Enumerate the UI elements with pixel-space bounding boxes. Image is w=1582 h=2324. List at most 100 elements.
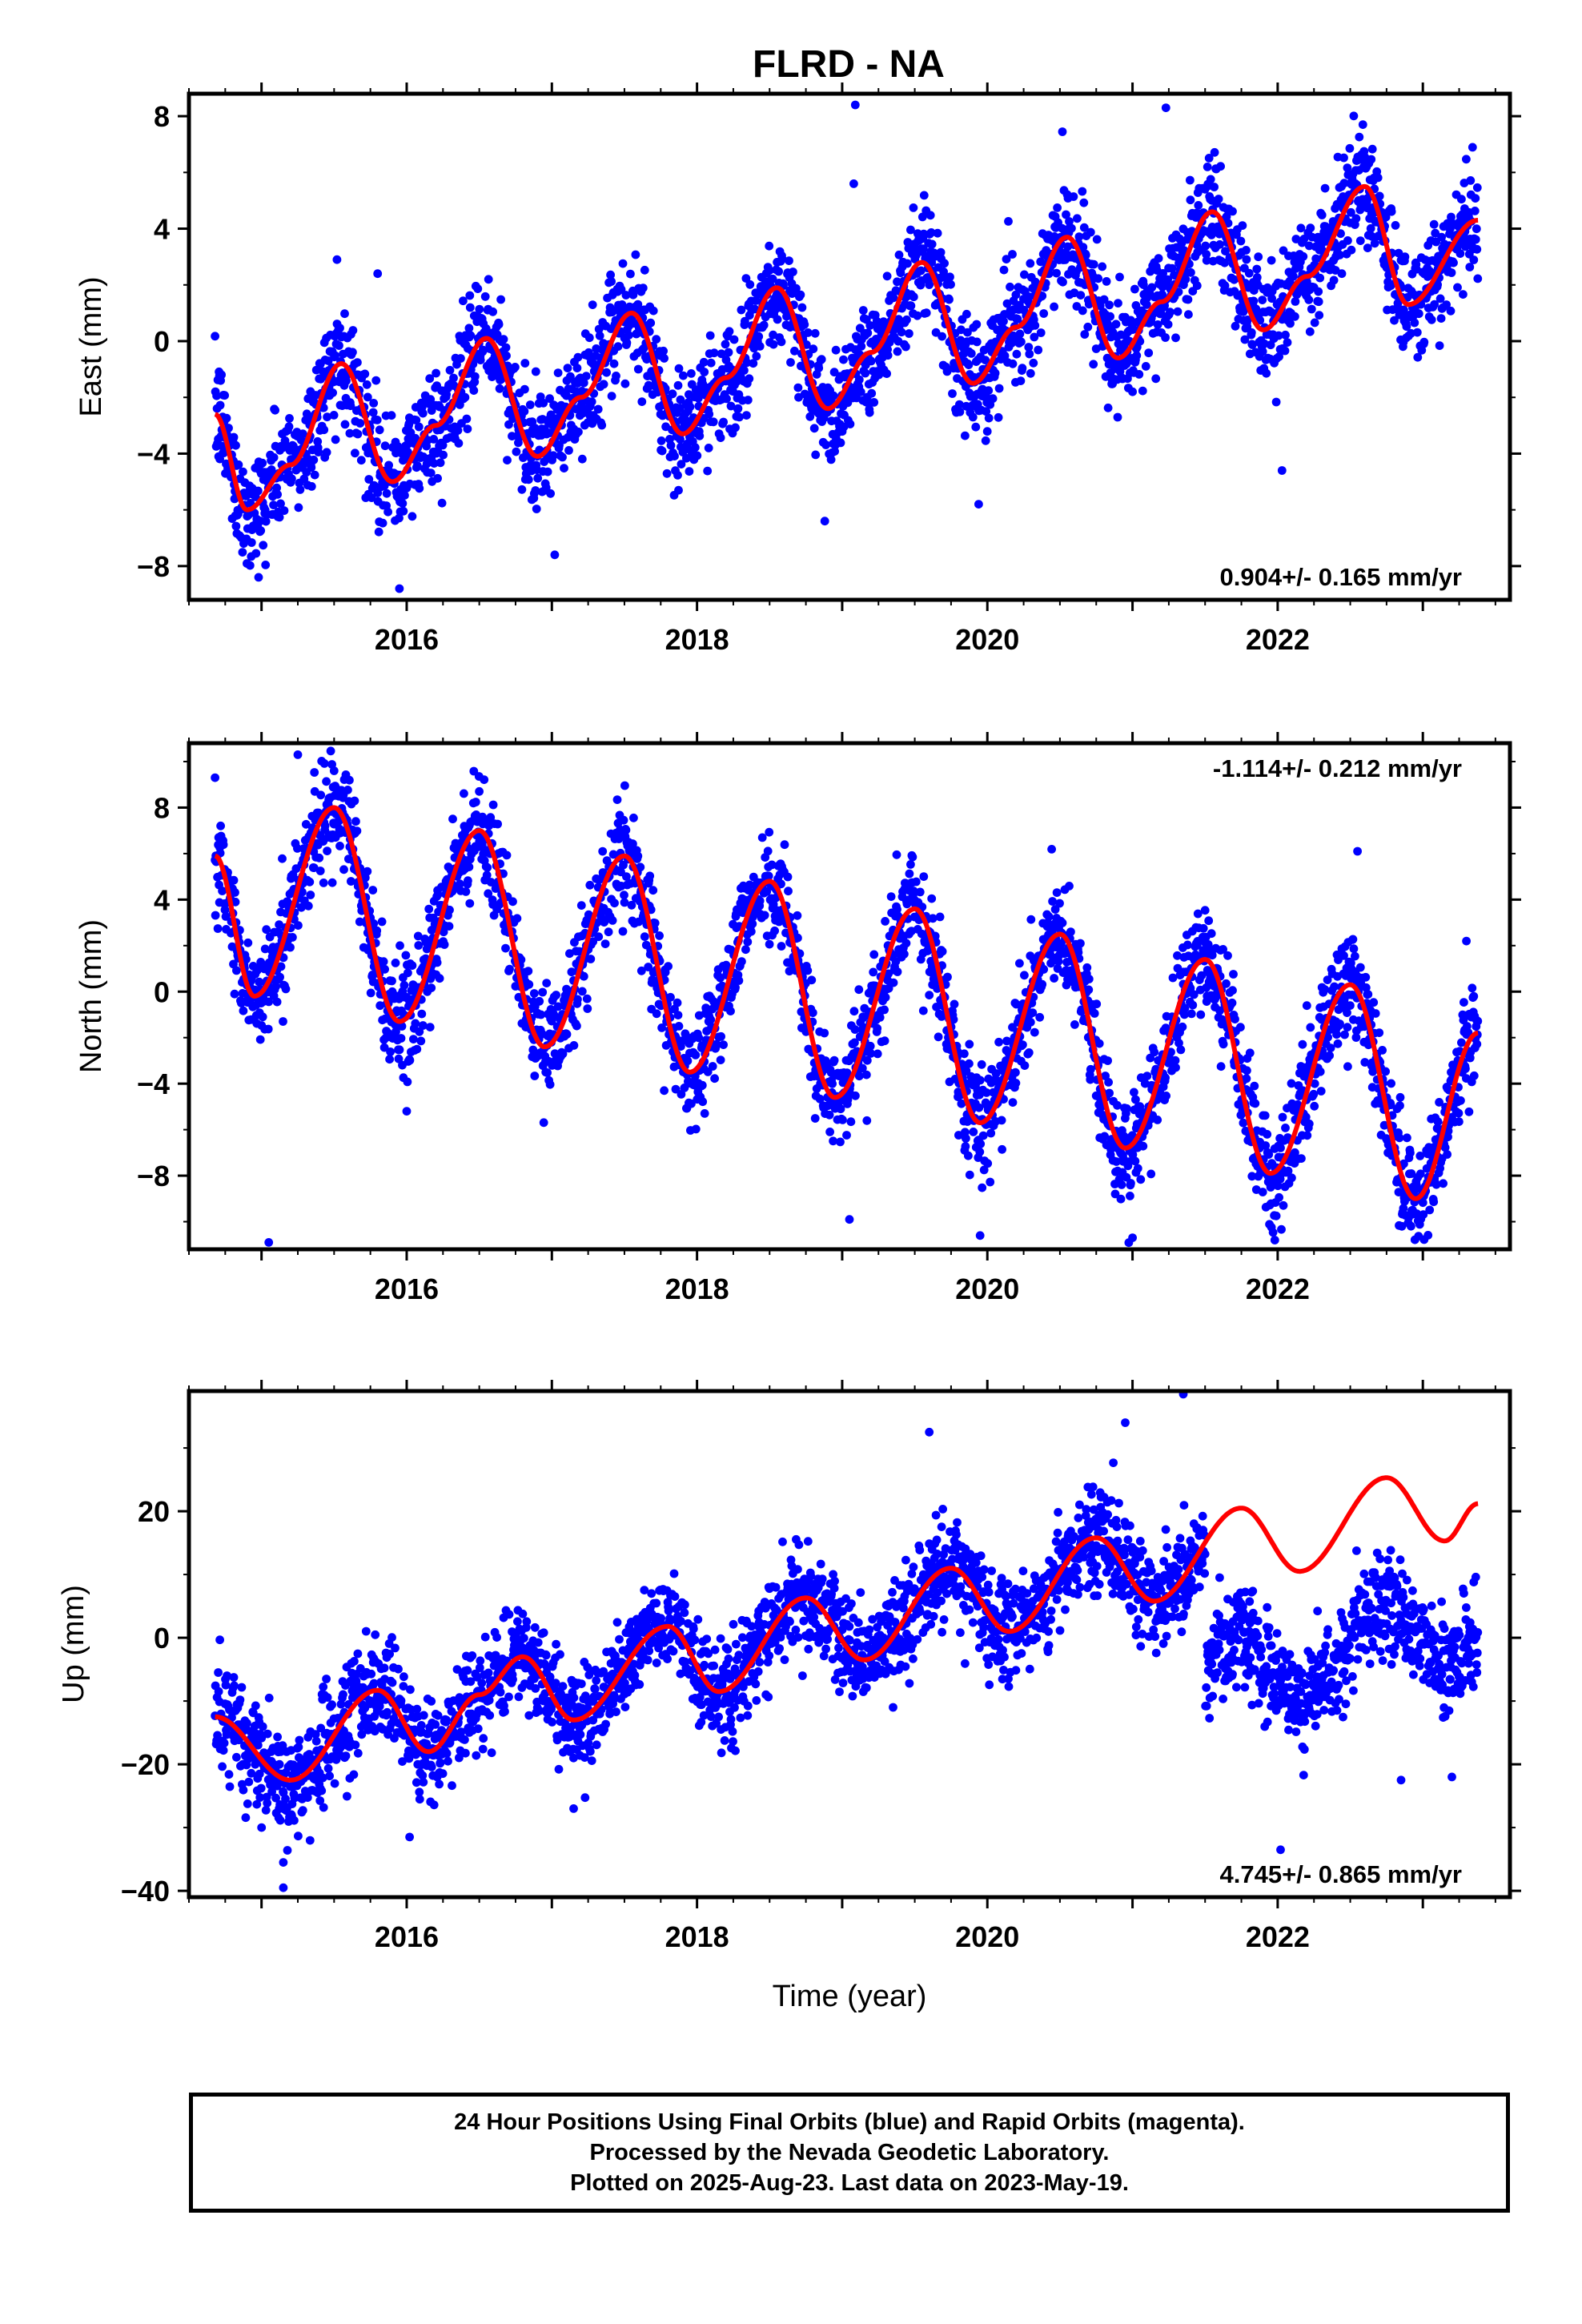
- data-point: [1026, 368, 1035, 378]
- data-point: [574, 427, 583, 436]
- data-point: [577, 454, 587, 464]
- outlier-point: [373, 269, 383, 279]
- data-point: [297, 903, 306, 912]
- data-point: [1412, 328, 1422, 337]
- data-point: [1132, 351, 1142, 360]
- data-point: [770, 926, 779, 935]
- data-point: [999, 316, 1008, 326]
- data-point: [374, 527, 383, 537]
- data-point: [435, 974, 444, 983]
- data-point: [1449, 258, 1458, 267]
- data-point: [1203, 163, 1212, 171]
- data-point: [371, 376, 381, 385]
- data-point: [335, 341, 343, 350]
- data-point: [768, 274, 777, 283]
- data-point: [927, 239, 937, 249]
- data-point: [1339, 179, 1349, 188]
- data-point: [1081, 251, 1090, 259]
- data-point: [414, 941, 424, 950]
- data-point: [1220, 281, 1230, 291]
- data-point: [445, 365, 455, 375]
- data-point: [306, 891, 315, 899]
- scatter-points: [211, 746, 1483, 1248]
- data-point: [512, 447, 521, 456]
- data-point: [319, 759, 329, 768]
- data-point: [391, 959, 400, 967]
- data-point: [232, 966, 241, 975]
- data-point: [1052, 888, 1062, 897]
- data-point: [978, 1183, 987, 1192]
- data-point: [1305, 327, 1315, 336]
- data-point: [538, 987, 548, 997]
- data-point: [309, 455, 319, 464]
- data-point: [1111, 320, 1121, 329]
- data-point: [1437, 232, 1446, 242]
- data-point: [1026, 259, 1035, 268]
- data-point: [426, 468, 436, 477]
- data-point: [1471, 194, 1480, 203]
- data-point: [1289, 271, 1298, 281]
- data-point: [1171, 333, 1180, 343]
- data-point: [1084, 975, 1094, 983]
- data-point: [811, 450, 821, 460]
- data-point: [968, 412, 978, 422]
- data-point: [673, 998, 682, 1007]
- data-point: [230, 989, 239, 999]
- data-point: [1105, 300, 1114, 310]
- data-point: [579, 971, 588, 981]
- data-point: [889, 293, 898, 303]
- data-point: [1457, 195, 1466, 204]
- data-point: [946, 279, 955, 289]
- data-point: [269, 452, 279, 462]
- data-point: [401, 951, 411, 960]
- data-point: [1144, 348, 1154, 358]
- data-point: [1035, 1012, 1045, 1022]
- data-point: [488, 307, 497, 316]
- data-point: [861, 1070, 871, 1080]
- data-point: [626, 269, 635, 279]
- data-point: [546, 489, 555, 498]
- data-point: [817, 355, 826, 364]
- data-point: [369, 480, 379, 490]
- data-point: [1299, 251, 1308, 261]
- data-point: [1073, 214, 1082, 223]
- y-tick-label: −4: [137, 437, 170, 470]
- data-point: [1320, 183, 1330, 193]
- data-point: [867, 388, 877, 398]
- data-point: [1030, 321, 1040, 330]
- data-point: [1267, 255, 1276, 265]
- data-point: [320, 821, 330, 830]
- data-point: [436, 458, 445, 468]
- data-point: [251, 549, 261, 558]
- data-point: [620, 891, 628, 900]
- data-point: [1099, 295, 1109, 304]
- data-point: [1231, 321, 1240, 331]
- data-point: [640, 265, 649, 275]
- data-point: [1427, 315, 1436, 324]
- data-point: [220, 905, 230, 915]
- data-point: [1337, 269, 1347, 279]
- data-point: [1433, 280, 1442, 289]
- data-point: [218, 887, 227, 895]
- data-point: [725, 327, 734, 336]
- data-point: [743, 937, 753, 947]
- data-point: [1163, 275, 1172, 284]
- data-point: [355, 917, 364, 927]
- data-point: [760, 911, 769, 920]
- data-point: [1086, 227, 1095, 237]
- data-point: [694, 1033, 704, 1043]
- data-point: [602, 368, 611, 377]
- data-point: [1122, 1104, 1131, 1113]
- data-point: [440, 940, 449, 949]
- data-point: [656, 436, 666, 445]
- data-point: [1358, 120, 1367, 130]
- y-tick-label: −8: [137, 550, 170, 583]
- data-point: [366, 988, 375, 998]
- data-point: [348, 326, 358, 335]
- data-point: [1029, 358, 1038, 368]
- data-point: [1222, 212, 1231, 221]
- data-point: [347, 877, 355, 886]
- data-point: [719, 1040, 728, 1049]
- data-point: [1296, 223, 1306, 233]
- data-point: [765, 827, 774, 837]
